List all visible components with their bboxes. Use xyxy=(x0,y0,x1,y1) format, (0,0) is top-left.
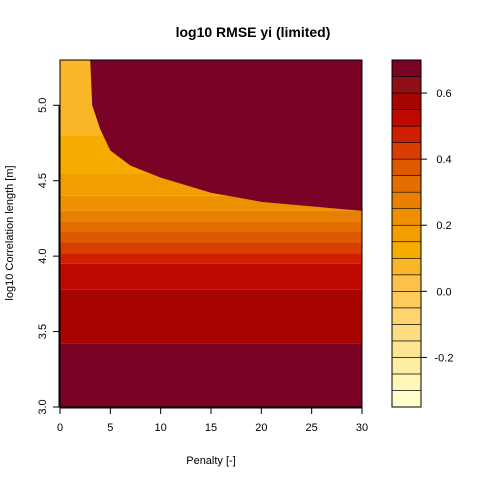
colorbar-swatch xyxy=(391,291,422,309)
x-tick-label: 10 xyxy=(155,422,167,434)
colorbar-swatch xyxy=(391,257,422,276)
colorbar-swatch xyxy=(391,158,422,176)
heatmap-saturated-region xyxy=(90,60,362,211)
heatmap-band xyxy=(60,221,362,232)
colorbar-swatch xyxy=(391,208,422,226)
heatmap-band xyxy=(60,231,362,243)
x-tick-label: 5 xyxy=(107,422,113,434)
colorbar-swatch xyxy=(391,241,422,259)
colorbar-swatch xyxy=(391,125,422,143)
x-axis-label: Penalty [-] xyxy=(186,455,236,467)
x-tick-label: 30 xyxy=(356,422,368,434)
colorbar-axis: -0.2 0.0 0.2 0.4 0.6 xyxy=(421,88,453,364)
y-tick-label: 4.5 xyxy=(37,173,49,188)
colorbar-swatch xyxy=(391,175,422,193)
y-axis: 3.0 3.5 4.0 4.5 5.0 xyxy=(37,98,60,415)
colorbar-swatch xyxy=(391,109,422,127)
colorbar-swatch xyxy=(391,191,422,210)
colorbar-tick-label: 0.4 xyxy=(436,154,451,166)
colorbar-swatch xyxy=(391,373,422,391)
y-tick-label: 4.0 xyxy=(37,248,49,263)
colorbar-frame xyxy=(391,59,422,408)
y-axis-label: log10 Correlation length [m] xyxy=(4,165,16,300)
heatmap-band xyxy=(60,210,362,222)
x-tick-label: 20 xyxy=(255,422,267,434)
colorbar-swatch xyxy=(391,340,422,358)
heatmap-band xyxy=(60,263,362,290)
colorbar-swatch xyxy=(391,76,422,94)
y-tick-label: 5.0 xyxy=(37,98,49,113)
colorbar-tick-label: 0.0 xyxy=(436,286,451,298)
plot-area xyxy=(60,60,362,407)
colorbar-swatch xyxy=(391,92,422,110)
colorbar-tick-label: -0.2 xyxy=(435,352,454,364)
y-tick-label: 3.0 xyxy=(37,399,49,414)
x-tick-label: 15 xyxy=(205,422,217,434)
x-tick-label: 25 xyxy=(306,422,318,434)
heatmap-band xyxy=(60,242,362,254)
x-tick-label: 0 xyxy=(57,422,63,434)
colorbar-swatch xyxy=(391,274,422,292)
colorbar-tick-label: 0.2 xyxy=(436,220,451,232)
colorbar-swatch xyxy=(391,142,422,160)
colorbar-swatch xyxy=(391,307,422,325)
chart-title: log10 RMSE yi (limited) xyxy=(176,24,331,40)
x-axis: 0 5 10 15 20 25 30 xyxy=(57,407,368,434)
colorbar-swatch xyxy=(391,390,422,408)
colorbar-swatch xyxy=(391,324,422,342)
colorbar-swatch xyxy=(391,59,422,77)
y-tick-label: 3.5 xyxy=(37,324,49,339)
heatmap-band xyxy=(60,343,362,407)
heatmap-band xyxy=(60,289,362,344)
colorbar-swatch xyxy=(391,224,422,243)
colorbar xyxy=(391,59,422,408)
colorbar-swatch xyxy=(391,357,422,375)
heatmap-band xyxy=(60,253,362,264)
colorbar-tick-label: 0.6 xyxy=(436,88,451,100)
